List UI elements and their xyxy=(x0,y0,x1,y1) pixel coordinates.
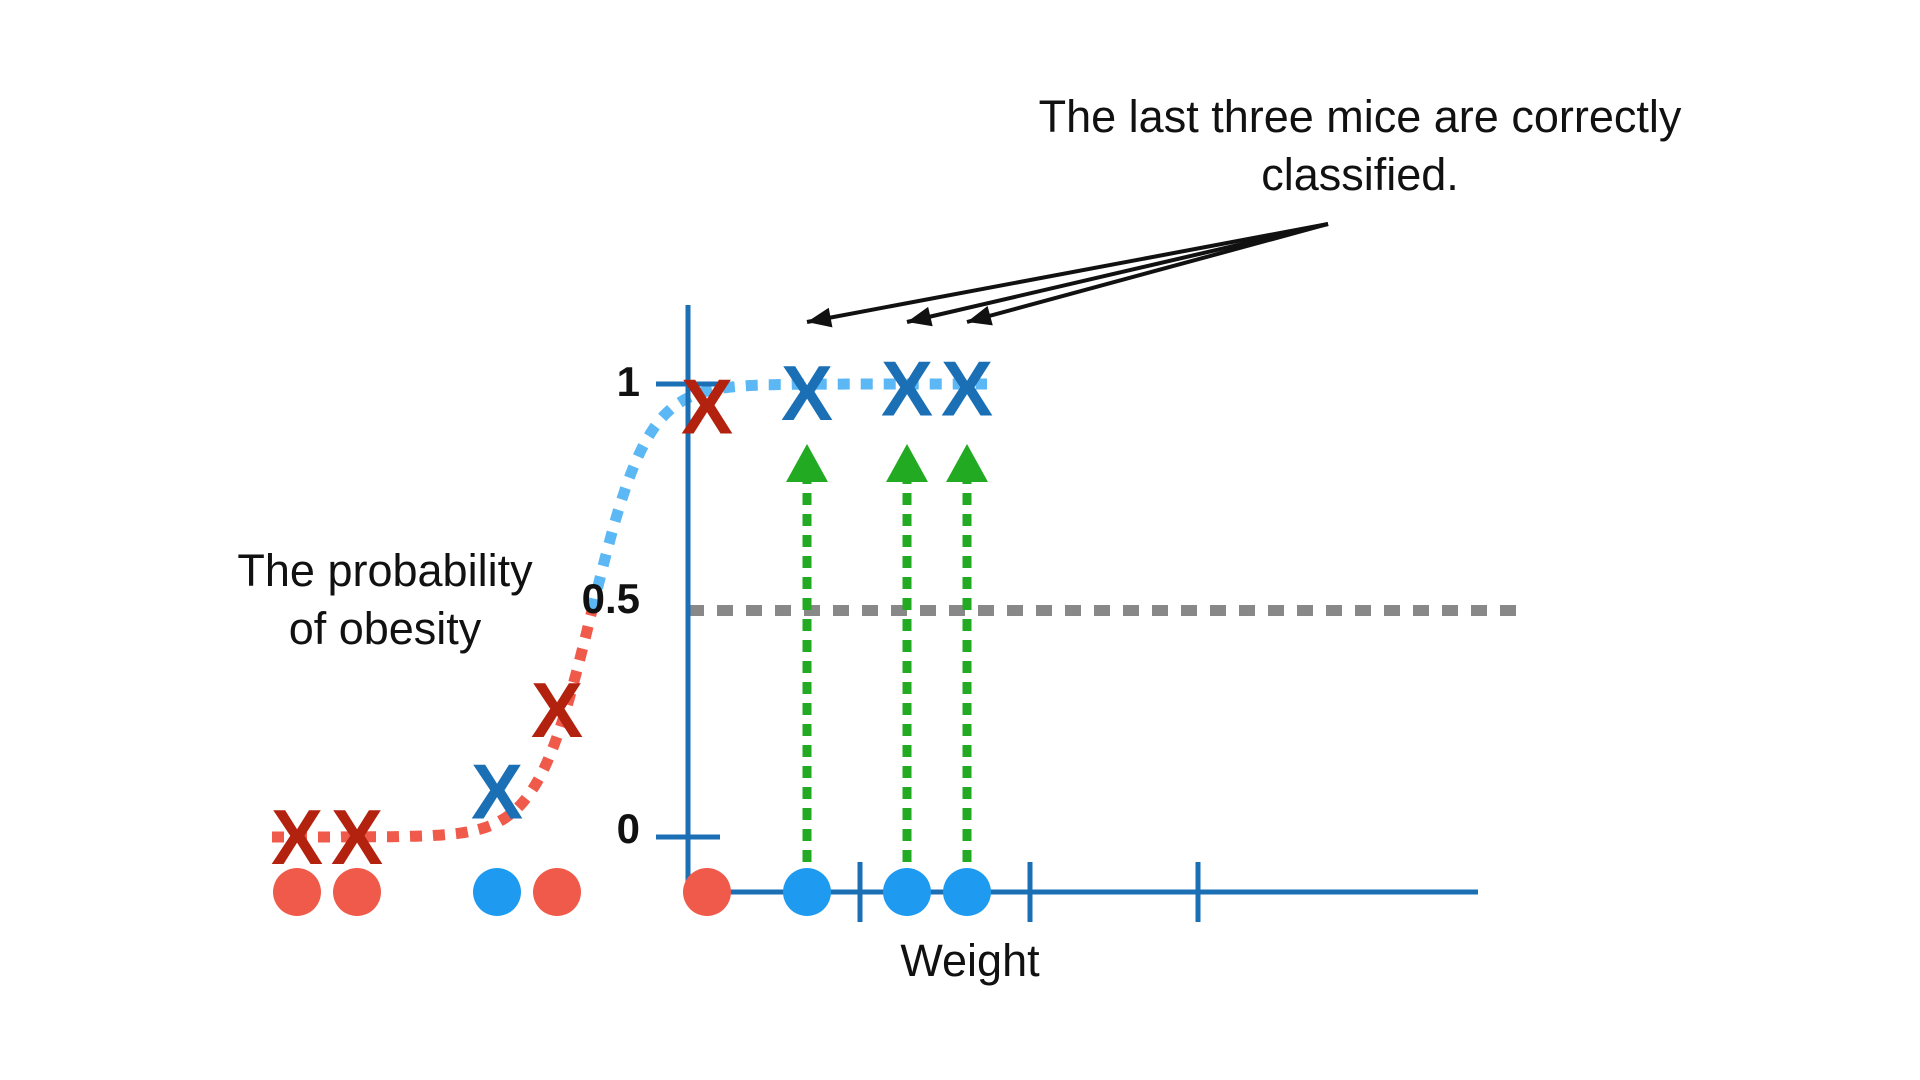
predicted-x-mark-obese: X xyxy=(471,748,523,836)
y-axis-label-line-2: of obesity xyxy=(288,603,482,654)
predicted-x-mark-not-obese: X xyxy=(271,793,323,881)
annotation-line-2: classified. xyxy=(1261,149,1459,200)
predicted-x-mark-not-obese: X xyxy=(331,793,383,881)
not-obese-mouse-point xyxy=(273,868,321,916)
arrowhead-icon xyxy=(946,444,988,482)
y-tick-label-0.5: 0.5 xyxy=(581,575,640,622)
not-obese-mouse-point xyxy=(333,868,381,916)
y-axis-label-line-1: The probability xyxy=(237,545,533,596)
pointer-arrowhead-icon xyxy=(967,306,993,326)
predicted-x-mark-obese: X xyxy=(941,345,993,433)
obese-mouse-point xyxy=(943,868,991,916)
y-tick-label-0: 0 xyxy=(616,805,640,852)
predicted-x-mark-obese: X xyxy=(781,349,833,437)
obese-mouse-point xyxy=(473,868,521,916)
obese-mouse-point xyxy=(883,868,931,916)
predicted-x-mark-not-obese: X xyxy=(531,666,583,754)
x-axis-label: Weight xyxy=(900,935,1040,986)
annotation-pointers xyxy=(806,222,1329,328)
pointer-arrow-line xyxy=(906,222,1329,324)
pointer-arrow-line xyxy=(806,222,1329,324)
not-obese-mouse-point xyxy=(683,868,731,916)
y-tick-label-1: 1 xyxy=(616,358,640,405)
predicted-x-mark-not-obese: X xyxy=(681,363,733,451)
curve-below-threshold xyxy=(272,609,598,843)
not-obese-mouse-point xyxy=(533,868,581,916)
pointer-arrowhead-icon xyxy=(907,306,933,327)
sigmoid-curve xyxy=(272,378,987,843)
obese-mouse-point xyxy=(783,868,831,916)
pointer-arrow-line xyxy=(966,222,1329,324)
predicted-x-mark-obese: X xyxy=(881,345,933,433)
arrowhead-icon xyxy=(886,444,928,482)
annotation-line-1: The last three mice are correctly xyxy=(1038,91,1682,142)
projection-arrows xyxy=(786,444,988,862)
data-points xyxy=(273,868,991,916)
arrowhead-icon xyxy=(786,444,828,482)
y-axis-label: The probability of obesity xyxy=(200,542,570,658)
pointer-arrowhead-icon xyxy=(807,307,833,328)
annotation-text: The last three mice are correctly classi… xyxy=(930,88,1790,204)
